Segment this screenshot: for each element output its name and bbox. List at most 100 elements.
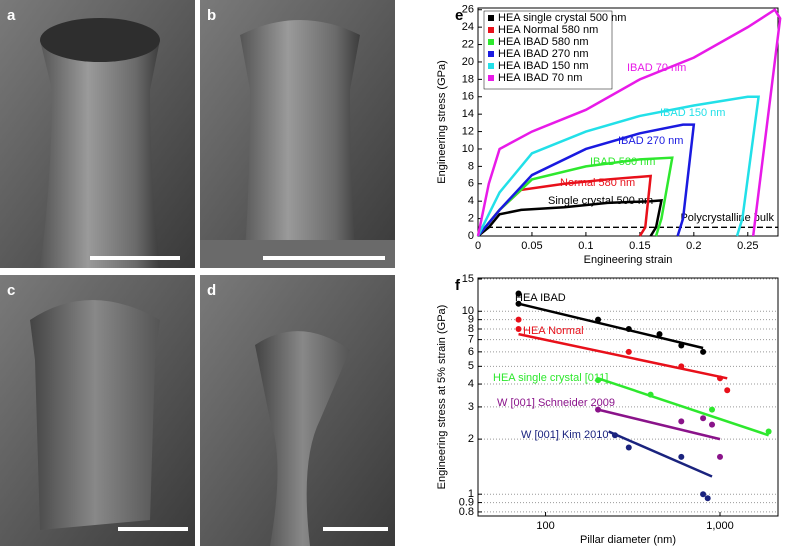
y-tick-label: 8 (468, 323, 474, 335)
y-tick-label: 8 (468, 160, 474, 172)
data-point (717, 375, 724, 382)
legend-label: HEA IBAD 70 nm (498, 72, 582, 84)
legend-marker (488, 63, 494, 69)
curve (477, 198, 664, 237)
x-tick-label: 0.2 (686, 240, 701, 252)
pillar (240, 20, 360, 250)
y-tick-label: 12 (462, 125, 474, 137)
legend-marker (488, 39, 494, 45)
series-label: W [001] Schneider 2009 (497, 397, 615, 409)
y-tick-label: 2 (468, 213, 474, 225)
y-tick-label: 5 (468, 360, 474, 372)
curve (476, 95, 761, 237)
curve-annotation: IBAD 150 nm (660, 107, 725, 119)
legend-marker (488, 75, 494, 81)
data-point (625, 325, 632, 332)
pillar-top (40, 18, 160, 62)
y-tick-label: 24 (462, 21, 474, 33)
y-tick-label: 26 (462, 4, 474, 16)
plot-frame (477, 277, 779, 517)
data-point (647, 391, 654, 398)
curve-annotation: Normal 580 nm (560, 177, 635, 189)
y-axis-label: Engineering stress (GPa) (436, 60, 448, 184)
fit-line (518, 302, 704, 350)
y-tick-label: 0.8 (459, 506, 474, 518)
scale-bar (263, 256, 385, 260)
y-tick-label: 14 (462, 108, 474, 120)
series-label: W [001] Kim 2010 (521, 429, 608, 441)
x-tick-label: 1,000 (706, 520, 734, 532)
legend-label: HEA IBAD 580 nm (498, 36, 589, 48)
data-point (515, 316, 522, 323)
data-point (724, 387, 731, 394)
curve (477, 123, 696, 237)
data-point (678, 453, 685, 460)
series-label: HEA Normal (523, 325, 584, 337)
curve (476, 8, 782, 237)
y-axis-label: Engineering stress at 5% strain (GPa) (436, 305, 448, 490)
y-tick-label: 4 (468, 195, 474, 207)
fit-line (608, 430, 713, 478)
data-point (625, 348, 632, 355)
panel-label: e (455, 7, 463, 24)
data-point (717, 453, 724, 460)
y-tick-label: 2 (468, 433, 474, 445)
data-point (595, 406, 602, 413)
panel-label: c (7, 282, 15, 299)
fit-line (597, 408, 721, 441)
x-tick-label: 0.25 (737, 240, 758, 252)
data-point (765, 428, 772, 435)
data-point (678, 363, 685, 370)
data-point (515, 325, 522, 332)
data-point (515, 300, 522, 307)
scale-bar (90, 256, 180, 260)
y-tick-label: 18 (462, 73, 474, 85)
data-point (700, 491, 707, 498)
panel-label: f (455, 277, 461, 294)
data-point (709, 421, 716, 428)
legend-label: HEA Normal 580 nm (498, 24, 598, 36)
base (200, 240, 395, 268)
curve-annotation: IBAD 270 nm (618, 135, 683, 147)
series-label: HEA IBAD (515, 292, 566, 304)
data-point (700, 348, 707, 355)
curve-annotation: Single crystal 500 nm (548, 195, 653, 207)
y-tick-label: 10 (462, 143, 474, 155)
legend-box (483, 10, 613, 90)
y-tick-label: 4 (468, 378, 474, 390)
data-point (678, 418, 685, 425)
fit-line (597, 377, 770, 437)
legend-marker (488, 51, 494, 57)
data-point (515, 290, 522, 297)
data-point (656, 331, 663, 338)
pillar (40, 25, 160, 268)
x-tick-label: 0.15 (629, 240, 650, 252)
data-point (700, 415, 707, 422)
data-point (595, 316, 602, 323)
data-point (709, 406, 716, 413)
x-axis-label: Engineering strain (584, 254, 673, 266)
panel-label: d (207, 282, 216, 299)
pillar (30, 300, 160, 530)
legend-label: HEA IBAD 150 nm (498, 60, 589, 72)
curve-annotation: IBAD 70 nm (627, 62, 686, 74)
curve-annotation: IBAD 580 nm (590, 156, 655, 168)
x-tick-label: 0.05 (521, 240, 542, 252)
series-label: HEA single crystal [011] (493, 372, 608, 384)
scale-bar (323, 527, 388, 531)
x-tick-label: 100 (536, 520, 554, 532)
y-tick-label: 9 (468, 314, 474, 326)
y-tick-label: 1 (468, 488, 474, 500)
data-point (611, 432, 618, 439)
panel-label: a (7, 7, 16, 24)
data-point (625, 444, 632, 451)
plot-frame (477, 7, 779, 237)
x-tick-label: 0 (475, 240, 481, 252)
y-tick-label: 15 (462, 273, 474, 285)
y-tick-label: 3 (468, 401, 474, 413)
sem-images (0, 0, 395, 546)
reference-label: Polycrystalline bulk (680, 212, 774, 224)
y-tick-label: 7 (468, 334, 474, 346)
legend-label: HEA IBAD 270 nm (498, 48, 589, 60)
